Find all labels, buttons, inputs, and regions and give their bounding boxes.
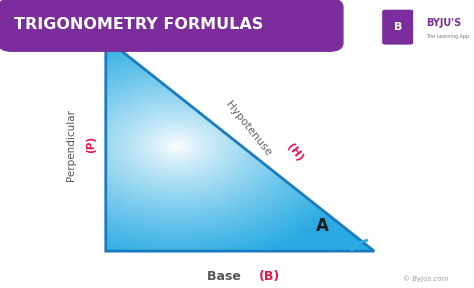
FancyBboxPatch shape <box>382 9 414 45</box>
FancyBboxPatch shape <box>0 0 343 51</box>
Text: (B): (B) <box>258 270 280 283</box>
Text: Base: Base <box>208 270 246 283</box>
Text: The Learning App: The Learning App <box>426 34 469 39</box>
Text: BYJU'S: BYJU'S <box>426 18 461 29</box>
Bar <box>8 4 164 46</box>
Text: Perpendicular: Perpendicular <box>67 107 77 182</box>
Bar <box>106 39 116 45</box>
Text: TRIGONOMETRY FORMULAS: TRIGONOMETRY FORMULAS <box>14 17 264 32</box>
Text: B: B <box>393 22 402 32</box>
Text: © Byjus.com: © Byjus.com <box>402 276 448 282</box>
Text: (P): (P) <box>86 136 96 154</box>
Text: Hypotenuse: Hypotenuse <box>224 99 276 160</box>
Text: A: A <box>316 217 329 235</box>
Text: (H): (H) <box>285 141 305 163</box>
